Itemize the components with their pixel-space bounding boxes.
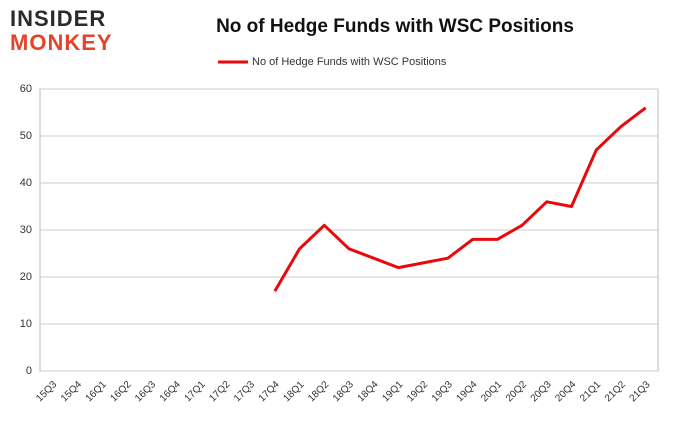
x-tick-label: 20Q3 <box>529 379 554 404</box>
x-tick-label: 20Q2 <box>504 379 529 404</box>
x-tick-label: 17Q2 <box>207 379 232 404</box>
x-tick-label: 16Q1 <box>84 379 109 404</box>
x-tick-label: 18Q1 <box>281 379 306 404</box>
chart-title: No of Hedge Funds with WSC Positions <box>216 16 574 37</box>
line-series <box>273 106 647 292</box>
x-tick-label: 15Q3 <box>34 379 59 404</box>
x-tick-label: 21Q1 <box>578 379 603 404</box>
x-tick-label: 17Q4 <box>257 379 282 404</box>
x-tick-label: 16Q2 <box>108 379 133 404</box>
x-tick-label: 19Q2 <box>405 379 430 404</box>
x-tick-label: 18Q3 <box>331 379 356 404</box>
y-tick-label: 0 <box>26 365 32 377</box>
x-tick-label: 21Q2 <box>603 379 628 404</box>
logo-bottom: MONKEY <box>10 30 113 55</box>
y-tick-label: 40 <box>20 177 32 189</box>
logo-top: INSIDER <box>10 6 106 31</box>
x-tick-label: 21Q3 <box>628 379 653 404</box>
legend-label: No of Hedge Funds with WSC Positions <box>252 56 447 68</box>
x-tick-label: 15Q4 <box>59 379 84 404</box>
y-tick-label: 50 <box>20 130 32 142</box>
y-tick-label: 60 <box>20 83 32 95</box>
x-tick-label: 16Q4 <box>158 379 183 404</box>
x-tick-label: 17Q1 <box>183 379 208 404</box>
x-tick-label: 19Q3 <box>430 379 455 404</box>
x-tick-label: 19Q4 <box>455 379 480 404</box>
x-tick-label: 20Q4 <box>553 379 578 404</box>
x-tick-label: 18Q2 <box>306 379 331 404</box>
x-tick-label: 18Q4 <box>356 379 381 404</box>
x-tick-label: 16Q3 <box>133 379 158 404</box>
x-tick-label: 17Q3 <box>232 379 257 404</box>
y-tick-label: 10 <box>20 318 32 330</box>
y-tick-label: 20 <box>20 271 32 283</box>
x-tick-label: 20Q1 <box>479 379 504 404</box>
y-tick-label: 30 <box>20 224 32 236</box>
x-tick-label: 19Q1 <box>380 379 405 404</box>
